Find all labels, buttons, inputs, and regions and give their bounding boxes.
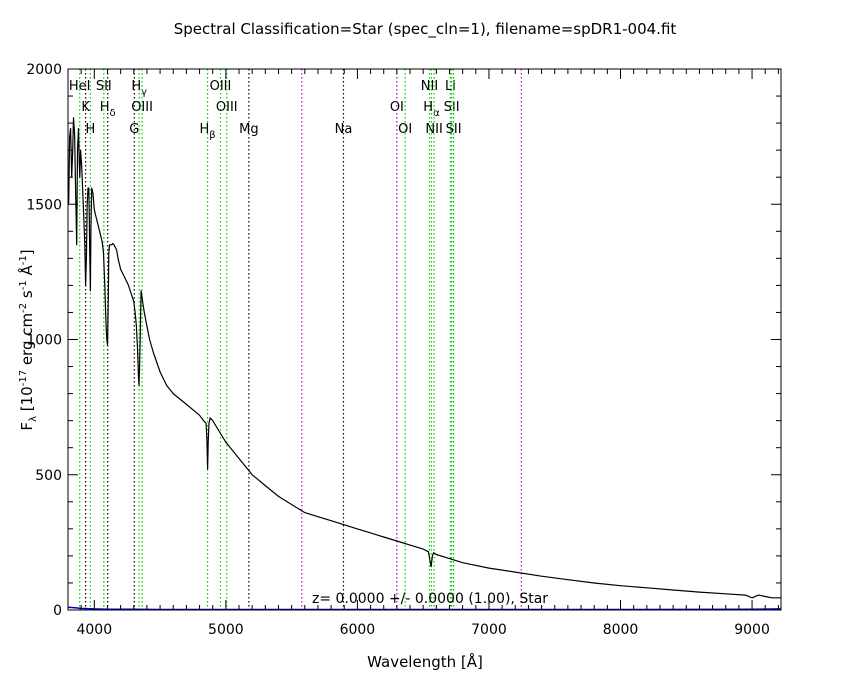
- y-label-part-1: [10: [18, 386, 36, 416]
- spectral-line-label: NII: [425, 122, 442, 137]
- data-series: [67, 117, 782, 611]
- error-series-line: [67, 606, 782, 611]
- spectrum-series-line: [68, 117, 781, 599]
- x-tick-label: 9000: [734, 622, 770, 638]
- spectral-line-sublabel: δ: [110, 108, 116, 119]
- spectral-line-label: SII: [96, 79, 112, 94]
- spectral-line-label: OI: [398, 122, 412, 137]
- spectral-line-label: OIII: [216, 100, 238, 115]
- spectral-line-label: OIII: [210, 79, 232, 94]
- spectral-line-label: SII: [446, 122, 462, 137]
- x-tick-label: 5000: [208, 622, 244, 638]
- y-tick-label: 2000: [26, 62, 62, 78]
- spectral-line-label: Hγ: [131, 79, 147, 98]
- spectral-line-label: OIII: [131, 100, 153, 115]
- spectral-line-label: NII: [421, 79, 438, 94]
- spectral-line-label: K: [81, 100, 90, 115]
- spectral-line-label: Li: [445, 79, 456, 94]
- y-tick-label: 1500: [26, 197, 62, 213]
- spectral-line-label: G: [129, 122, 139, 137]
- spectral-line-label: OI: [390, 100, 404, 115]
- y-label-part-5: ]: [18, 249, 36, 255]
- x-tick-label: 7000: [471, 622, 507, 638]
- spectral-line-sublabel: α: [433, 108, 440, 119]
- y-label-exp-2: -2: [18, 303, 29, 313]
- spectral-line-label: SII: [444, 100, 460, 115]
- plot-frame: [67, 68, 782, 611]
- x-axis-label: Wavelength [Å]: [367, 652, 483, 671]
- y-tick-label: 0: [53, 603, 62, 619]
- y-tick-label: 1000: [26, 333, 62, 349]
- y-label-base: F: [18, 422, 36, 431]
- spectral-line-label: H: [85, 122, 95, 137]
- y-label-exp-3: -1: [18, 280, 29, 290]
- spectral-line-label: Mg: [239, 122, 258, 137]
- spectral-line-sublabel: γ: [141, 87, 147, 98]
- y-axis-label: Fλ [10-17 erg cm-2 s-1 Å-1]: [17, 249, 39, 430]
- y-label-part-3: s: [18, 290, 36, 303]
- x-tick-label: 6000: [340, 622, 376, 638]
- y-label-exp-4: -1: [18, 255, 29, 265]
- y-label-part-2: erg cm: [18, 313, 36, 370]
- x-tick-label: 4000: [76, 622, 112, 638]
- y-label-part-4: Å: [17, 265, 36, 281]
- spectral-line-label: HeI: [69, 79, 91, 94]
- spectral-line-label: Na: [335, 122, 353, 137]
- spectral-line-label: Hα: [423, 100, 440, 119]
- spectral-line-label: Hβ: [199, 122, 215, 141]
- y-label-base-sub: λ: [28, 416, 39, 422]
- y-label-exp-1: -17: [18, 370, 29, 386]
- spectral-line-sublabel: β: [209, 130, 215, 141]
- redshift-annotation: z= 0.0000 +/- 0.0000 (1.00), Star: [312, 591, 548, 607]
- chart-title: Spectral Classification=Star (spec_cln=1…: [174, 20, 677, 39]
- spectral-line-label: Hδ: [100, 100, 116, 119]
- y-tick-label: 500: [35, 468, 62, 484]
- axis-ticks: 4000 5000 6000 7000 8000 9000 0 500 1000 1500 2000: [26, 62, 781, 638]
- x-tick-label: 8000: [603, 622, 639, 638]
